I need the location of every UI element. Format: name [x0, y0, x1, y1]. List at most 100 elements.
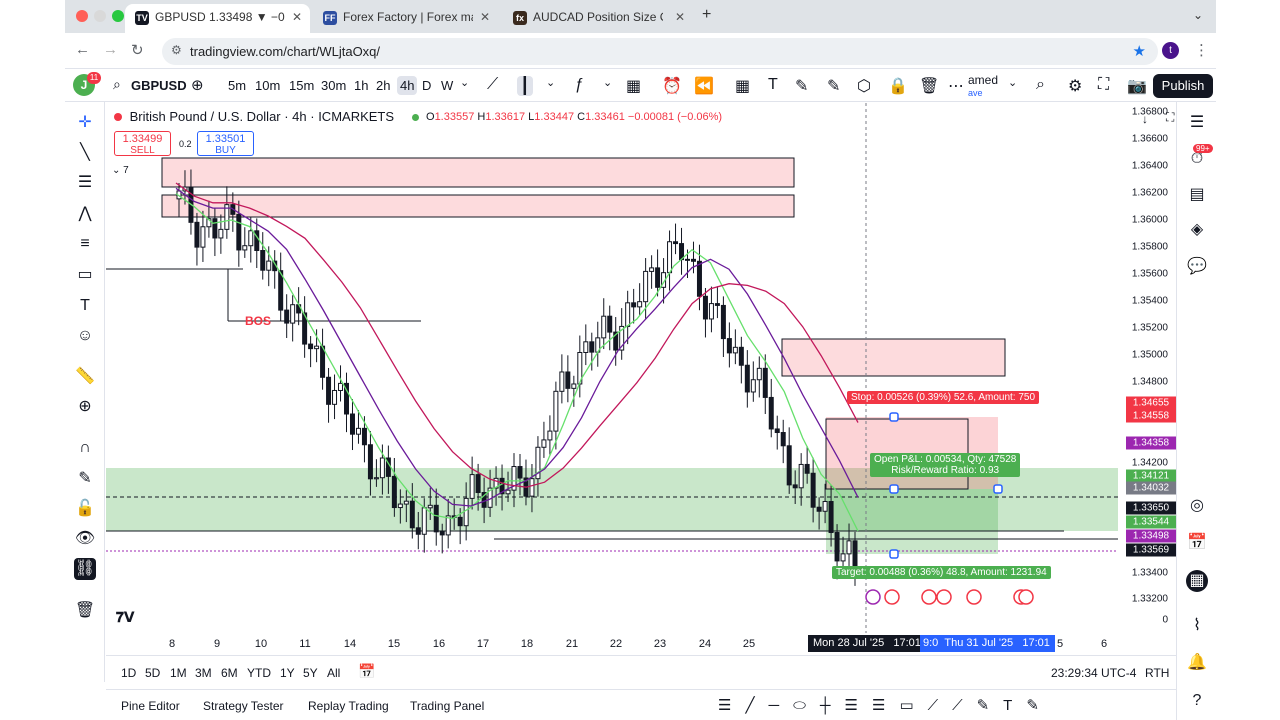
range-1y[interactable]: 1Y: [280, 666, 295, 680]
minimize-window-icon[interactable]: [94, 10, 106, 22]
publish-button[interactable]: Publish: [1153, 74, 1213, 98]
tab-search-chevron-icon[interactable]: ⌄: [1193, 8, 1204, 22]
interval-w[interactable]: W: [441, 78, 454, 93]
text-tool-icon[interactable]: T: [768, 76, 778, 93]
browser-tab-calculator[interactable]: fx AUDCAD Position Size Calcul ✕: [503, 4, 693, 33]
target-icon[interactable]: ◎: [1190, 497, 1204, 514]
sell-button[interactable]: 1.33499 SELL: [114, 131, 171, 156]
reload-icon[interactable]: ↻: [131, 42, 144, 59]
templates-grid-icon[interactable]: ▦: [626, 78, 642, 95]
compare-plus-icon[interactable]: ⊕: [191, 77, 204, 94]
chart-type-chevron-icon[interactable]: ⌄: [546, 77, 556, 89]
replay-icon[interactable]: ⏪: [694, 78, 714, 95]
add-alert-plus-icon[interactable]: ⊕: [1168, 543, 1179, 557]
clock-display[interactable]: 23:29:34 UTC-4: [1051, 666, 1137, 680]
chart-pane[interactable]: British Pound / U.S. Dollar · 4h · ICMAR…: [106, 103, 1179, 655]
zoom-in-icon[interactable]: ⊕: [78, 398, 92, 415]
range-5y[interactable]: 5Y: [303, 666, 318, 680]
interval-5m[interactable]: 5m: [228, 78, 247, 93]
pattern-icon[interactable]: ⋀: [78, 205, 92, 222]
goto-date-icon[interactable]: 📅: [358, 663, 376, 679]
shapes-rect-icon[interactable]: ▭: [77, 266, 93, 283]
more-dots-icon[interactable]: ⋯: [948, 78, 964, 95]
interval-d[interactable]: D: [422, 78, 432, 93]
quick-drawing-tools[interactable]: ☰╱─⬭┼☰☰▭⟋⟋✎T✎: [718, 697, 1053, 714]
interval-2h[interactable]: 2h: [376, 78, 391, 93]
tab-replay-trading[interactable]: Replay Trading: [308, 699, 389, 713]
bookmark-star-icon[interactable]: ★: [1132, 43, 1146, 60]
browser-tab-forexfactory[interactable]: FF Forex Factory | Forex markets ✕: [313, 4, 498, 33]
maximize-pane-icon[interactable]: ⛶: [1166, 110, 1175, 124]
trend-line-icon[interactable]: ╲: [80, 144, 90, 161]
layout-chevron-icon[interactable]: ⌄: [1008, 77, 1018, 89]
site-info-icon[interactable]: ⚙: [171, 43, 182, 57]
fullscreen-icon[interactable]: ⛶: [1098, 76, 1110, 93]
scroll-down-arrow-icon[interactable]: ↓: [1142, 112, 1148, 126]
trash-icon[interactable]: 🗑: [919, 78, 940, 95]
indicator-collapse-toggle[interactable]: ⌄ 7: [112, 165, 129, 176]
range-1d[interactable]: 1D: [121, 666, 137, 680]
text-annotation-icon[interactable]: T: [80, 297, 90, 314]
symbol-button[interactable]: GBPUSD: [131, 78, 187, 93]
forward-arrow-icon[interactable]: →: [103, 41, 118, 58]
close-tab-icon[interactable]: ✕: [674, 10, 685, 24]
fill-icon[interactable]: ✎: [827, 78, 841, 95]
interval-1h[interactable]: 1h: [354, 78, 369, 93]
draw-lock-pencil-icon[interactable]: ✎: [78, 470, 92, 487]
range-1m[interactable]: 1M: [170, 666, 187, 680]
layers-icon[interactable]: ◈: [1190, 221, 1204, 238]
alerts-clock-icon[interactable]: ⏱: [1190, 150, 1204, 167]
signal-icon[interactable]: ⌇: [1193, 617, 1201, 634]
candles-chart-type-icon[interactable]: ┃: [517, 76, 533, 96]
layout-name[interactable]: amed: [968, 73, 999, 87]
ruler-icon[interactable]: 📏: [75, 368, 95, 385]
session-rth[interactable]: RTH: [1145, 666, 1170, 680]
chart-settings-gear-icon[interactable]: ⚙: [1068, 78, 1083, 95]
close-window-icon[interactable]: [76, 10, 88, 22]
settings-hex-icon[interactable]: ⬡: [857, 78, 871, 95]
paint-icon[interactable]: ✎: [795, 78, 809, 95]
range-6m[interactable]: 6M: [221, 666, 238, 680]
help-icon[interactable]: ?: [1192, 692, 1202, 709]
tab-pine-editor[interactable]: Pine Editor: [121, 699, 180, 713]
interval-dropdown-chevron-icon[interactable]: ⌄: [460, 77, 470, 89]
range-3m[interactable]: 3M: [195, 666, 212, 680]
close-tab-icon[interactable]: ✕: [291, 10, 302, 24]
fib-icon[interactable]: ☰: [77, 174, 93, 191]
quick-search-icon[interactable]: ⌕: [1036, 76, 1045, 93]
tab-trading-panel[interactable]: Trading Panel: [410, 699, 485, 713]
price-chart-canvas[interactable]: [106, 103, 1176, 655]
browser-tab-tradingview[interactable]: TV GBPUSD 1.33498 ▼ −0.03% ✕: [125, 4, 310, 33]
interval-15m[interactable]: 15m: [289, 78, 315, 93]
lock-icon[interactable]: 🔒: [888, 78, 908, 95]
buy-button[interactable]: 1.33501 BUY: [197, 131, 254, 156]
range-5d[interactable]: 5D: [145, 666, 161, 680]
back-arrow-icon[interactable]: ←: [75, 41, 90, 58]
range-ytd[interactable]: YTD: [247, 666, 271, 680]
forecast-icon[interactable]: ≡: [80, 235, 90, 252]
tab-strategy-tester[interactable]: Strategy Tester: [203, 699, 284, 713]
interval-30m[interactable]: 30m: [321, 78, 347, 93]
apps-grid-icon[interactable]: ▦: [1186, 570, 1208, 592]
new-tab-button[interactable]: +: [702, 6, 712, 23]
chat-icon[interactable]: 💬: [1187, 258, 1207, 275]
maximize-window-icon[interactable]: [112, 10, 124, 22]
link-tool-icon[interactable]: ⛓: [74, 558, 96, 580]
line-chart-type-icon[interactable]: ⟋: [487, 76, 499, 93]
url-field[interactable]: ⚙ tradingview.com/chart/WLjtaOxq/ ★: [162, 38, 1158, 65]
range-all[interactable]: All: [327, 666, 341, 680]
symbol-search-icon[interactable]: ⌕: [113, 76, 121, 92]
indicators-chevron-icon[interactable]: ⌄: [603, 77, 613, 89]
lock-drawings-icon[interactable]: 🔓: [75, 500, 95, 517]
profile-avatar[interactable]: t: [1162, 42, 1179, 59]
interval-4h[interactable]: 4h: [397, 76, 418, 95]
drawing-grid-icon[interactable]: ▦: [735, 78, 751, 95]
crosshair-icon[interactable]: ✛: [78, 114, 92, 131]
emoji-icon[interactable]: ☺: [76, 327, 94, 344]
notifications-bell-icon[interactable]: 🔔: [1187, 654, 1207, 671]
magnet-icon[interactable]: ∩: [79, 439, 91, 456]
close-tab-icon[interactable]: ✕: [479, 10, 490, 24]
browser-menu-icon[interactable]: ⋮: [1194, 42, 1209, 59]
hide-drawings-eye-icon[interactable]: 👁: [74, 530, 96, 547]
watchlist-icon[interactable]: ☰: [1189, 114, 1205, 131]
